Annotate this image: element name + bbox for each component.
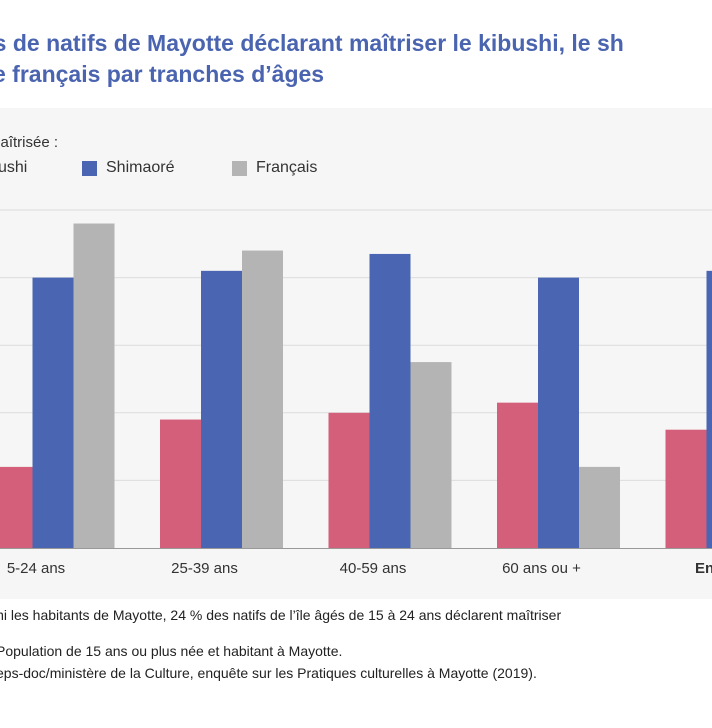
legend-label-kibushi: ushi xyxy=(0,159,28,176)
x-tick-label: 25-39 ans xyxy=(171,560,238,577)
legend-label-shimaore: Shimaoré xyxy=(106,159,175,176)
x-tick-label: 5-24 ans xyxy=(7,560,65,577)
bar-shimaoré-2 xyxy=(369,253,411,548)
bar-shimaoré-3 xyxy=(538,277,579,548)
legend-swatch-shimaore xyxy=(82,161,97,176)
chart-title-line-2: e français par tranches d’âges xyxy=(0,61,325,87)
legend-swatch-francais xyxy=(232,161,247,176)
note-reading: parmi les habitants de Mayotte, 24 % des… xyxy=(0,607,562,623)
chart-title-line-1: ts de natifs de Mayotte déclarant maîtri… xyxy=(0,30,624,56)
bar-français-0 xyxy=(73,223,115,548)
legend-item-shimaore: Shimaoré xyxy=(82,159,202,179)
chart-notes: parmi les habitants de Mayotte, 24 % des… xyxy=(0,604,712,684)
legend-item-kibushi: ushi xyxy=(0,159,60,179)
note-field: Population de 15 ans ou plus née et habi… xyxy=(0,643,343,659)
bar-shimaoré-4 xyxy=(706,270,712,548)
bar-kibushi-3 xyxy=(497,402,538,548)
x-tick-label: Ensemble d xyxy=(695,560,712,577)
legend-label-francais: Français xyxy=(256,159,318,176)
bar-kibushi-0 xyxy=(0,466,33,548)
x-tick-label: 40-59 ans xyxy=(340,560,407,577)
bar-français-3 xyxy=(579,466,620,548)
bar-kibushi-1 xyxy=(160,419,201,548)
x-tick-label: 60 ans ou + xyxy=(502,560,581,577)
legend-item-francais: Français xyxy=(232,159,352,179)
bar-kibushi-2 xyxy=(328,412,370,548)
note-source: eps-doc/ministère de la Culture, enquête… xyxy=(0,665,537,681)
bar-français-1 xyxy=(242,250,283,548)
bar-français-2 xyxy=(410,362,452,548)
bar-shimaoré-0 xyxy=(32,277,74,548)
bar-shimaoré-1 xyxy=(201,270,242,548)
legend-title: maîtrisée : xyxy=(0,134,59,151)
chart-title: ts de natifs de Mayotte déclarant maîtri… xyxy=(0,28,712,90)
bar-kibushi-4 xyxy=(665,429,707,548)
